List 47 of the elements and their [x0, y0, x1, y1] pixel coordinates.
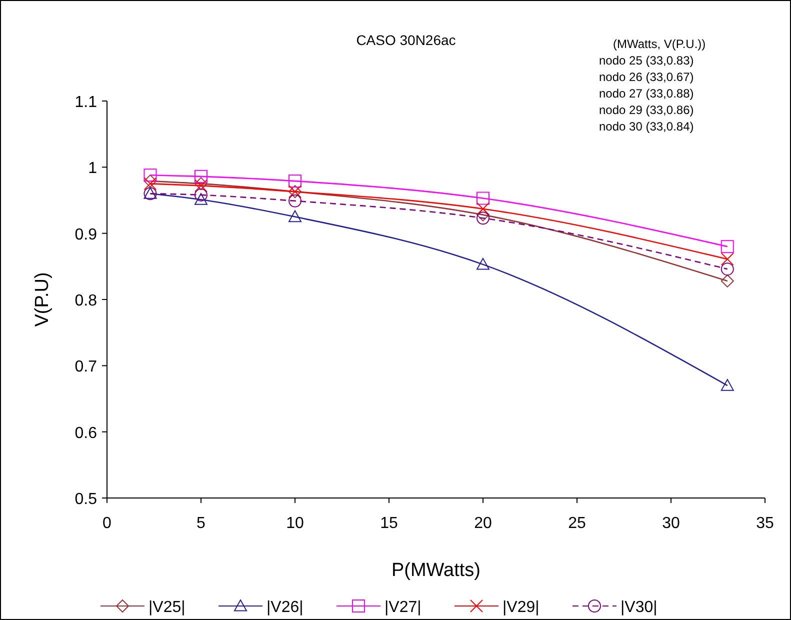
y-axis-title: V(P.U): [32, 272, 53, 327]
legend-label: |V29|: [502, 599, 540, 616]
legend-label: |V26|: [266, 599, 304, 616]
point: [720, 252, 734, 266]
point: [288, 174, 302, 188]
annotation: nodo 30 (33,0.84): [599, 120, 694, 134]
point: [476, 192, 490, 205]
text: (MWatts, V(P.U.)): [613, 37, 706, 51]
point: [288, 194, 302, 208]
x-tick-label: 15: [380, 515, 398, 532]
point: [720, 240, 734, 254]
point: [720, 262, 734, 276]
legend-label: |V25|: [148, 599, 186, 616]
text: nodo 27 (33,0.88): [599, 86, 694, 100]
text: nodo 26 (33,0.67): [599, 70, 694, 84]
point: [720, 379, 734, 391]
point: [194, 170, 208, 183]
point: [476, 212, 490, 225]
point: [720, 274, 734, 288]
point: [144, 177, 157, 190]
point: [194, 193, 208, 205]
x-tick-label: 5: [196, 515, 206, 532]
x-tick-label: 10: [286, 515, 304, 532]
point: [476, 202, 490, 216]
y-tick-label: 0.9: [74, 226, 98, 244]
chart-title: CASO 30N26ac: [356, 32, 456, 48]
y-tick-label: 1.1: [74, 94, 98, 111]
annotation: nodo 29 (33,0.86): [599, 103, 694, 117]
x-tick-label: 0: [102, 515, 112, 532]
x-tick-label: 35: [756, 515, 774, 532]
point: [288, 210, 302, 222]
y-tick-label: 1: [88, 160, 98, 178]
y-tick-label: 0.6: [74, 424, 98, 442]
y-tick-label: 0.8: [74, 292, 98, 310]
x-tick-label: 25: [568, 515, 586, 532]
point: [476, 258, 490, 270]
legend-label: |V30|: [620, 599, 658, 616]
x-tick-label: 30: [662, 515, 680, 532]
legend-label: |V27|: [384, 599, 422, 616]
x-tick-label: 20: [474, 515, 492, 532]
x-axis-title: P(MWatts): [391, 560, 481, 581]
y-tick-label: 0.7: [74, 358, 98, 376]
y-tick-label: 0.5: [74, 491, 98, 508]
point: [194, 188, 208, 202]
text: nodo 25 (33,0.83): [599, 54, 694, 68]
point: [144, 168, 157, 182]
point: [144, 174, 157, 188]
